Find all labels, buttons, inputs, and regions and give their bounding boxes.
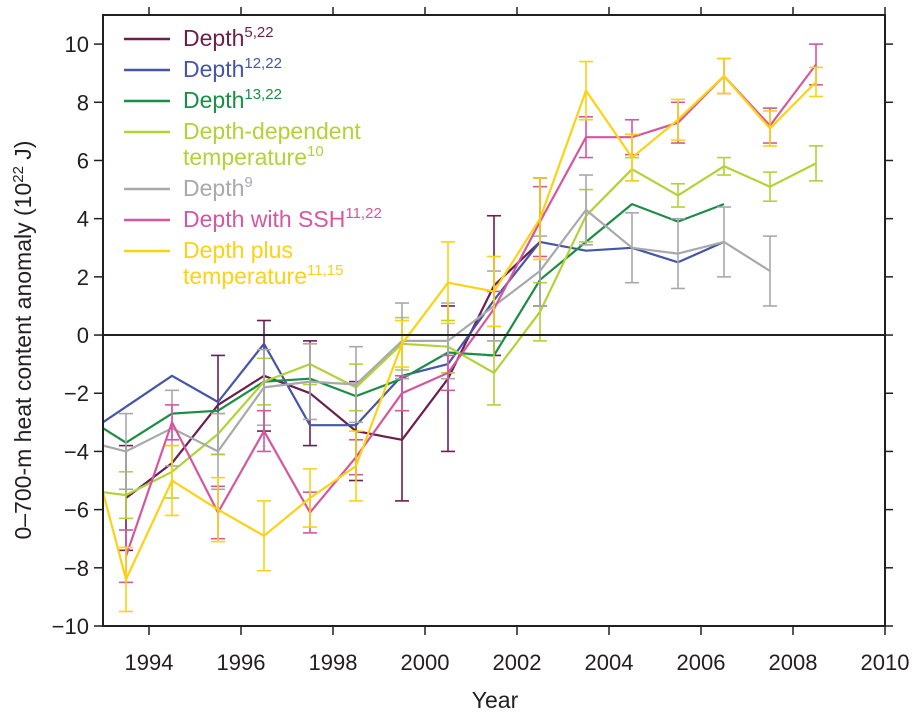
y-tick-label: −6: [64, 498, 89, 523]
x-tick-label: 2004: [585, 650, 634, 675]
y-axis-title-unit: J): [10, 141, 36, 167]
series-line: [102, 208, 771, 453]
x-tick-label: 2010: [861, 650, 910, 675]
plot-frame: [102, 14, 886, 627]
legend-entry-2: Depth12,22: [124, 55, 282, 82]
y-tick-label: 10: [65, 32, 89, 57]
x-tick-label: 2000: [401, 650, 450, 675]
series-4: [102, 145, 823, 520]
y-tick-label: −4: [64, 439, 89, 464]
y-tick-label: 6: [77, 148, 89, 173]
legend-label: Depth9: [183, 174, 253, 201]
x-tick-label: 2008: [769, 650, 818, 675]
series-line: [101, 74, 817, 581]
x-tick-label: 1998: [309, 650, 358, 675]
y-tick-label: 8: [77, 90, 89, 115]
y-tick-label: 0: [77, 323, 89, 348]
series-7: [101, 57, 823, 613]
legend-label: Depth12,22: [183, 55, 282, 82]
legend-label: Depth plus: [183, 237, 293, 263]
legend-label: temperature10: [183, 143, 324, 170]
y-axis-title-main: 0–700-m heat content anomaly (10: [10, 183, 36, 540]
y-tick-label: −8: [64, 556, 89, 581]
x-tick-label: 2002: [493, 650, 542, 675]
legend-label: Depth-dependent: [183, 118, 361, 144]
y-axis-title: 0–700-m heat content anomaly (1022 J): [10, 141, 36, 540]
y-tick-label: 4: [77, 207, 89, 232]
legend-entry-5: Depth9: [124, 174, 253, 201]
x-tick-label: 2006: [677, 650, 726, 675]
series-2: [102, 240, 725, 427]
x-tick-label: 1996: [217, 650, 266, 675]
legend-entry-3: Depth13,22: [124, 86, 282, 113]
series-1: [119, 177, 547, 552]
y-tick-label: −10: [52, 614, 89, 639]
legend-entry-1: Depth5,22: [124, 24, 274, 51]
x-tick-label: 1994: [125, 650, 174, 675]
series-line: [102, 240, 725, 427]
y-tick-label: 2: [77, 265, 89, 290]
legend-label: Depth with SSH11,22: [183, 205, 382, 232]
y-tick-label: −2: [64, 381, 89, 406]
legend-label: Depth13,22: [183, 86, 282, 113]
legend-label: Depth5,22: [183, 24, 274, 51]
legend-entry-6: Depth with SSH11,22: [124, 205, 382, 232]
y-axis-title-exponent: 22: [10, 166, 27, 183]
legend-label: temperature11,15: [183, 262, 343, 289]
x-axis-title: Year: [472, 687, 519, 713]
